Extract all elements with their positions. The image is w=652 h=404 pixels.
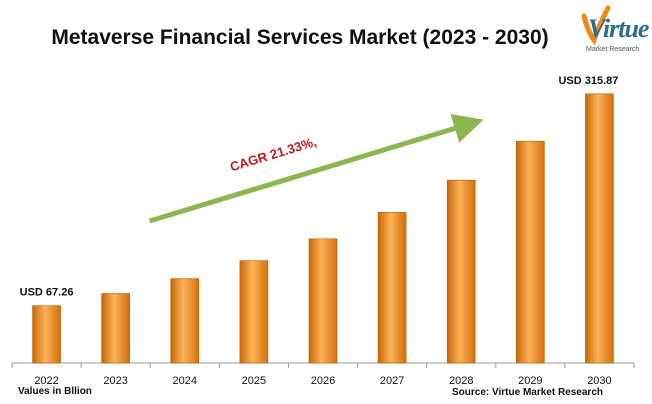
data-label: USD 315.87 <box>558 75 618 87</box>
data-label: USD 67.26 <box>20 287 74 299</box>
logo-subtext: Market Research <box>586 46 640 53</box>
bar-2028 <box>446 179 476 364</box>
x-tick-label: 2022 <box>34 375 58 387</box>
x-tick-label: 2027 <box>380 375 404 387</box>
cagr-annotation: CAGR 21.33%, <box>228 134 318 174</box>
x-tick-label: 2030 <box>587 375 611 387</box>
bar-2025 <box>239 260 269 364</box>
x-tick-label: 2026 <box>311 375 335 387</box>
x-tick-label: 2028 <box>449 375 473 387</box>
bar-2026 <box>308 238 338 364</box>
bar-2029 <box>516 140 545 364</box>
virtue-logo: Virtue Market Research <box>578 2 650 58</box>
logo-swoosh-icon <box>581 5 611 46</box>
cagr-arrow <box>148 114 484 224</box>
x-tick-label: 2029 <box>518 375 542 387</box>
bar-2030 <box>585 93 614 364</box>
bar-2024 <box>170 278 200 364</box>
bar-2023 <box>101 293 130 364</box>
x-tick-label: 2023 <box>103 375 127 387</box>
bar-2027 <box>377 212 407 364</box>
chart-title: Metaverse Financial Services Market (202… <box>51 26 549 49</box>
source-footnote: Source: Virtue Market Research <box>452 387 603 398</box>
x-tick-label: 2024 <box>173 375 197 387</box>
logo-text: Virtue <box>588 14 649 43</box>
bar-2022 <box>32 305 61 364</box>
units-footnote: Values in Bllion <box>18 386 92 397</box>
x-tick-label: 2025 <box>242 375 266 387</box>
